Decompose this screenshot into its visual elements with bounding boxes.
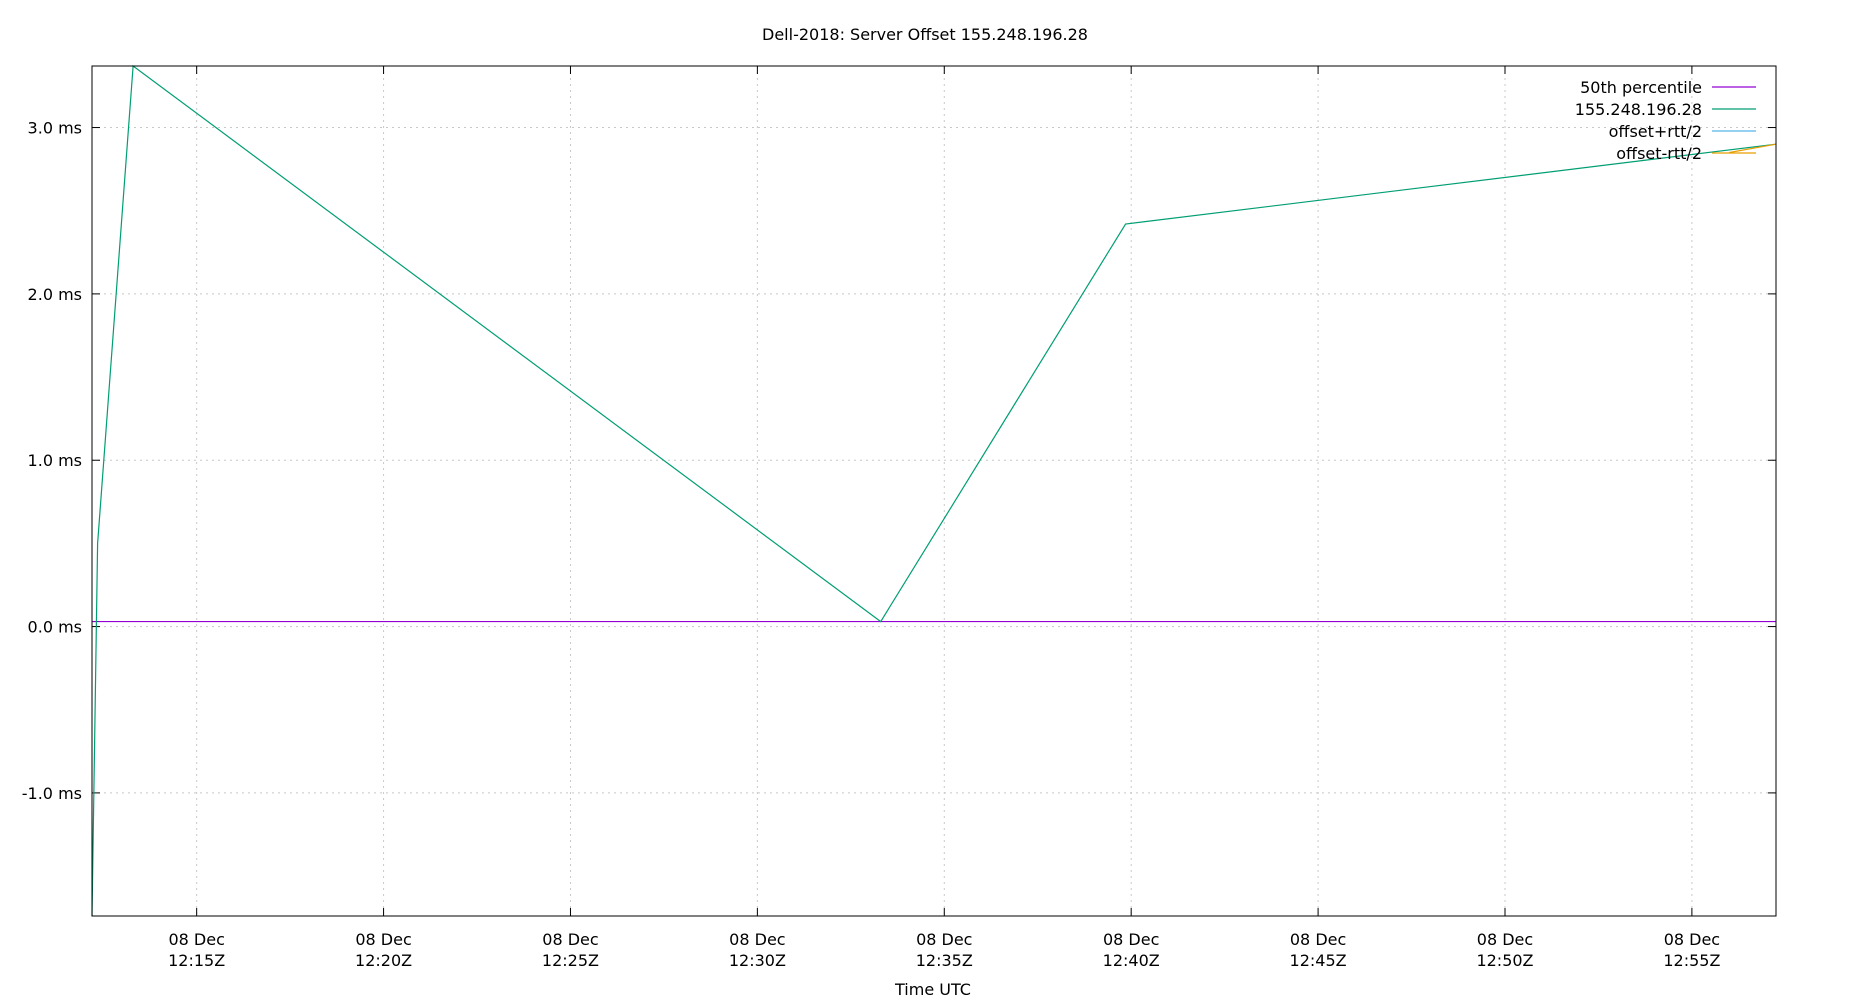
y-tick-label: 3.0 ms	[28, 119, 82, 138]
x-tick-day: 08 Dec	[1103, 930, 1159, 949]
legend-label: 155.248.196.28	[1575, 100, 1702, 119]
x-tick-day: 08 Dec	[729, 930, 785, 949]
y-tick-label: 0.0 ms	[28, 618, 82, 637]
x-tick-time: 12:30Z	[729, 951, 786, 970]
x-tick-time: 12:55Z	[1663, 951, 1720, 970]
x-tick-time: 12:50Z	[1476, 951, 1533, 970]
legend-label: offset+rtt/2	[1609, 122, 1702, 141]
x-axis-label: Time UTC	[894, 980, 971, 999]
y-axis: 3.0 ms 2.0 ms 1.0 ms 0.0 ms -1.0 ms	[22, 119, 1776, 803]
x-tick-time: 12:25Z	[542, 951, 599, 970]
x-tick-day: 08 Dec	[916, 930, 972, 949]
x-tick-day: 08 Dec	[168, 930, 224, 949]
y-tick-label: 2.0 ms	[28, 285, 82, 304]
y-tick-label: 1.0 ms	[28, 451, 82, 470]
series-line-1	[91, 64, 1777, 917]
series-line-3	[1729, 143, 1777, 154]
x-tick-day: 08 Dec	[1477, 930, 1533, 949]
x-tick-day: 08 Dec	[1664, 930, 1720, 949]
grid	[92, 66, 1776, 916]
plot-frame	[91, 65, 1777, 917]
legend-label: 50th percentile	[1580, 78, 1702, 97]
x-tick-time: 12:35Z	[916, 951, 973, 970]
x-tick-time: 12:45Z	[1290, 951, 1347, 970]
chart-title: Dell-2018: Server Offset 155.248.196.28	[762, 25, 1088, 44]
x-tick-time: 12:40Z	[1103, 951, 1160, 970]
x-axis: 08 Dec 12:15Z 08 Dec 12:20Z 08 Dec 12:25Z 08 D…	[168, 66, 1720, 970]
legend-label: offset-rtt/2	[1616, 144, 1702, 163]
x-tick-day: 08 Dec	[542, 930, 598, 949]
x-tick-time: 12:20Z	[355, 951, 412, 970]
x-tick-day: 08 Dec	[355, 930, 411, 949]
x-tick-time: 12:15Z	[168, 951, 225, 970]
series-group	[91, 64, 1777, 917]
x-tick-day: 08 Dec	[1290, 930, 1346, 949]
y-tick-label: -1.0 ms	[22, 784, 82, 803]
legend: 50th percentile 155.248.196.28 offset+rtt/…	[1575, 78, 1756, 163]
